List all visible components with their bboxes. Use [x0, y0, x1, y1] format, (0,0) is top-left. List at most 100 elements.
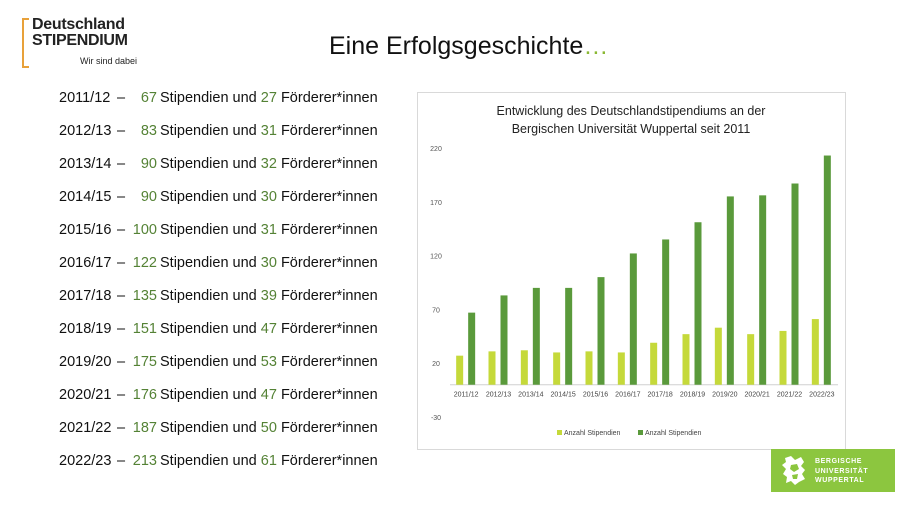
list-foerderer-count: 31	[260, 123, 277, 139]
bar-series1	[488, 351, 496, 385]
bar-series1	[553, 352, 561, 385]
logo-bracket	[22, 18, 29, 68]
list-item: 2022/23–213 Stipendien und 61 Förderer*in…	[59, 453, 378, 473]
list-label-stipendien: Stipendien und	[160, 222, 257, 238]
list-dash: –	[117, 189, 126, 205]
list-year: 2014/15	[59, 189, 112, 205]
list-label-foerderer: Förderer*innen	[280, 123, 378, 139]
legend-swatch-series2	[638, 430, 643, 435]
list-foerderer-count: 53	[260, 354, 277, 370]
list-stipendien-count: 175	[132, 354, 157, 370]
legend-swatch-series1	[557, 430, 562, 435]
list-year: 2015/16	[59, 222, 112, 238]
bar-series1	[714, 327, 722, 385]
bar-series1	[520, 350, 528, 385]
bar-series1	[811, 319, 819, 385]
list-foerderer-count: 47	[260, 321, 277, 337]
list-stipendien-count: 90	[140, 156, 157, 172]
list-label-stipendien: Stipendien und	[160, 255, 257, 271]
x-tick-label: 2012/13	[486, 392, 511, 399]
x-tick-label: 2011/12	[454, 392, 479, 399]
list-label-stipendien: Stipendien und	[160, 387, 257, 403]
bar-series1	[779, 330, 787, 385]
list-dash: –	[117, 123, 126, 139]
list-label-stipendien: Stipendien und	[160, 354, 257, 370]
y-tick-label: 170	[430, 200, 442, 207]
list-stipendien-count: 67	[140, 90, 157, 106]
list-stipendien-count: 90	[140, 189, 157, 205]
chart-container: Entwicklung des Deutschlandstipendiums a…	[417, 92, 846, 450]
logo-line1: Deutschland	[32, 16, 125, 33]
y-tick-label: -30	[431, 415, 441, 422]
list-label-foerderer: Förderer*innen	[280, 90, 378, 106]
list-dash: –	[117, 90, 126, 106]
bar-series2	[597, 277, 605, 385]
list-label-foerderer: Förderer*innen	[280, 156, 378, 172]
slide-title: Eine Erfolgsgeschichte…	[329, 32, 608, 61]
university-name: BERGISCHE UNIVERSITÄT WUPPERTAL	[815, 457, 868, 486]
lion-crest-icon	[782, 456, 805, 485]
list-label-stipendien: Stipendien und	[160, 321, 257, 337]
bar-series2	[565, 287, 573, 385]
list-label-stipendien: Stipendien und	[160, 123, 257, 139]
list-dash: –	[117, 453, 126, 469]
list-label-stipendien: Stipendien und	[160, 453, 257, 469]
logo-line2: STIPENDIUM	[32, 32, 128, 49]
bar-series2	[759, 195, 767, 385]
list-item: 2015/16–100 Stipendien und 31 Förderer*in…	[59, 222, 378, 242]
list-foerderer-count: 50	[260, 420, 277, 436]
list-foerderer-count: 30	[260, 189, 277, 205]
y-tick-label: 70	[432, 307, 440, 314]
list-year: 2017/18	[59, 288, 112, 304]
list-stipendien-count: 213	[132, 453, 157, 469]
list-label-foerderer: Förderer*innen	[280, 354, 378, 370]
bar-series2	[629, 253, 637, 385]
list-label-foerderer: Förderer*innen	[280, 288, 378, 304]
list-foerderer-count: 47	[260, 387, 277, 403]
bar-series2	[791, 183, 799, 385]
list-stipendien-count: 122	[132, 255, 157, 271]
deutschlandstipendium-logo: Deutschland STIPENDIUM Wir sind dabei	[22, 16, 142, 72]
bar-series1	[617, 352, 625, 385]
bar-series2	[662, 239, 670, 385]
list-year: 2012/13	[59, 123, 112, 139]
list-dash: –	[117, 420, 126, 436]
list-year: 2018/19	[59, 321, 112, 337]
bar-series2	[694, 222, 702, 385]
legend-label-series1: Anzahl Stipendien	[564, 430, 621, 437]
list-label-stipendien: Stipendien und	[160, 90, 257, 106]
list-item: 2014/15–90 Stipendien und 30 Förderer*inn…	[59, 189, 378, 209]
list-label-foerderer: Förderer*innen	[280, 222, 378, 238]
chart-title-line1: Entwicklung des Deutschlandstipendiums a…	[497, 104, 766, 118]
x-tick-label: 2017/18	[648, 392, 673, 399]
list-dash: –	[117, 222, 126, 238]
bar-series2	[532, 287, 540, 385]
list-stipendien-count: 176	[132, 387, 157, 403]
list-label-foerderer: Förderer*innen	[280, 189, 378, 205]
list-foerderer-count: 31	[260, 222, 277, 238]
list-year: 2016/17	[59, 255, 112, 271]
list-item: 2019/20–175 Stipendien und 53 Förderer*in…	[59, 354, 378, 374]
list-item: 2013/14–90 Stipendien und 32 Förderer*inn…	[59, 156, 378, 176]
bar-chart: Entwicklung des Deutschlandstipendiums a…	[430, 104, 838, 437]
list-label-foerderer: Förderer*innen	[280, 387, 378, 403]
list-label-foerderer: Förderer*innen	[280, 420, 378, 436]
list-stipendien-count: 135	[132, 288, 157, 304]
university-logo: BERGISCHE UNIVERSITÄT WUPPERTAL	[771, 449, 895, 492]
bar-series2	[726, 196, 734, 385]
list-dash: –	[117, 354, 126, 370]
list-stipendien-count: 100	[132, 222, 157, 238]
list-label-foerderer: Förderer*innen	[280, 321, 378, 337]
bar-series2	[823, 155, 831, 385]
x-tick-label: 2014/15	[551, 392, 576, 399]
list-label-stipendien: Stipendien und	[160, 156, 257, 172]
list-label-stipendien: Stipendien und	[160, 189, 257, 205]
x-tick-label: 2019/20	[712, 392, 737, 399]
title-text: Eine Erfolgsgeschichte	[329, 32, 584, 60]
bar-series1	[682, 334, 690, 385]
university-line2: UNIVERSITÄT	[815, 467, 869, 475]
x-tick-label: 2018/19	[680, 392, 705, 399]
list-label-foerderer: Förderer*innen	[280, 255, 378, 271]
list-item: 2016/17–122 Stipendien und 30 Förderer*in…	[59, 255, 378, 275]
list-label-stipendien: Stipendien und	[160, 420, 257, 436]
